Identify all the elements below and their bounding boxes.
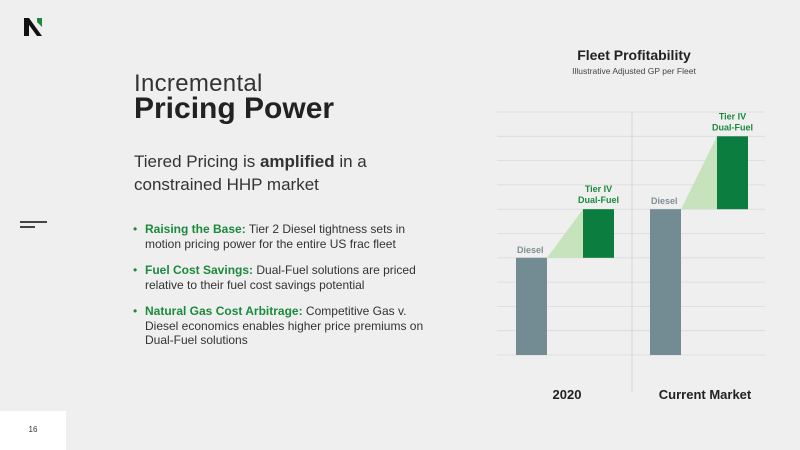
page-number: 16 [28, 425, 38, 434]
subtitle-emphasis: amplified [259, 152, 335, 171]
bullet-text: Competitive Gas v. Diesel economics enab… [145, 304, 424, 347]
bullet-text: Tier 2 Diesel tightness sets in motion p… [145, 222, 406, 251]
decorative-divider [20, 221, 47, 223]
data-label-dual-fuel-line2: Dual-Fuel [578, 195, 619, 205]
bullet-label: Natural Gas Cost Arbitrage: [145, 304, 303, 318]
decorative-divider-short [20, 226, 35, 228]
bullet-item: Raising the Base: Tier 2 Diesel tightnes… [132, 222, 432, 251]
data-label-dual-fuel-line1: Tier IV [719, 111, 746, 121]
bar-diesel [650, 209, 681, 355]
bar-connector [681, 136, 717, 210]
page-title-line2: Pricing Power [134, 92, 335, 125]
data-label-diesel: Diesel [651, 196, 678, 206]
page-number-box: 16 [0, 411, 66, 450]
data-label-dual-fuel-line2: Dual-Fuel [712, 122, 753, 132]
data-label-dual-fuel-line1: Tier IV [585, 184, 612, 194]
company-logo [24, 18, 42, 36]
bar-diesel [516, 257, 547, 355]
category-label: Current Market [659, 387, 752, 402]
category-label: 2020 [553, 387, 582, 402]
subtitle-after: in a constrained HHP market [134, 152, 367, 194]
bar-connector [547, 209, 583, 258]
bullet-label: Raising the Base: [145, 222, 246, 236]
bar-dual-fuel [717, 136, 748, 210]
section-subtitle: Tiered Pricing is amplified in a constra… [134, 150, 434, 196]
chart-subtitle: Illustrative Adjusted GP per Fleet [572, 66, 696, 76]
bullet-item: Natural Gas Cost Arbitrage: Competitive … [132, 304, 432, 348]
subtitle-before: Tiered Pricing is [134, 152, 260, 171]
bullet-item: Fuel Cost Savings: Dual-Fuel solutions a… [132, 263, 432, 292]
data-label-diesel: Diesel [517, 245, 544, 255]
page-title-line1: Incremental [134, 70, 263, 97]
chart-title: Fleet Profitability [577, 47, 691, 63]
bullet-list: Raising the Base: Tier 2 Diesel tightnes… [132, 222, 432, 360]
bullet-label: Fuel Cost Savings: [145, 263, 254, 277]
bullet-text: Dual-Fuel solutions are priced relative … [145, 263, 416, 292]
bar-dual-fuel [583, 209, 614, 258]
